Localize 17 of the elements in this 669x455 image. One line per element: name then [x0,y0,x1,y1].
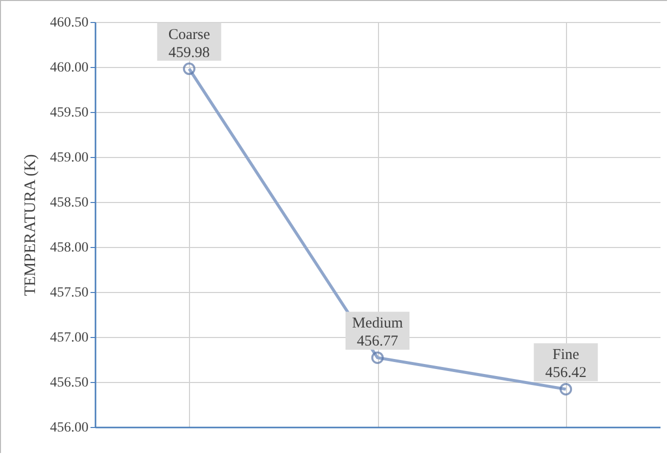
y-tick-label: 459.50 [50,106,88,120]
y-axis-title: TEMPERATURA (K) [22,154,39,296]
y-tick-label: 457.50 [50,286,88,300]
y-tick-label: 458.00 [50,240,88,256]
x-tick-label: Coarse [168,26,210,43]
y-tick-label: 456.00 [50,420,88,436]
data-label: 459.98 [168,44,210,61]
x-tick-label: Fine [552,347,580,364]
y-tick-label: 460.50 [50,16,88,30]
data-label: 456.77 [356,334,399,350]
x-tick-label: Medium [352,316,404,332]
y-tick-label: 460.00 [50,60,88,76]
data-label: 456.42 [545,365,586,382]
y-tick-label: 456.50 [50,376,88,390]
y-tick-label: 458.50 [50,196,88,210]
y-tick-label: 459.00 [50,150,88,166]
y-tick-label: 457.00 [50,330,88,346]
